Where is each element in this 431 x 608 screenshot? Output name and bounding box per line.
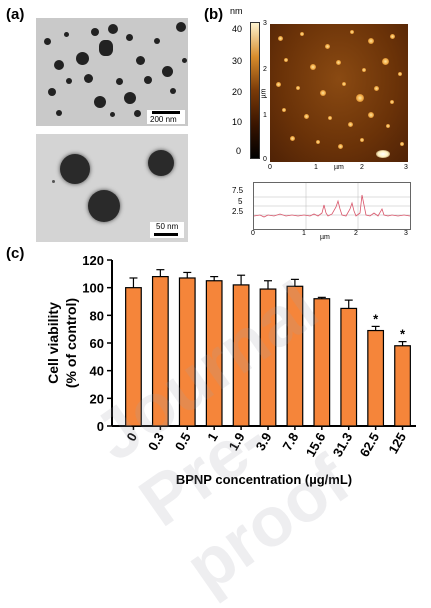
tem-image-high-mag: 50 nm: [36, 134, 188, 242]
y-tick-label: 60: [90, 336, 104, 351]
panel-c-label: (c): [6, 245, 25, 262]
afm-y-unit: µm: [260, 88, 268, 99]
bar: [394, 345, 411, 427]
y-tick-label: 40: [90, 364, 104, 379]
profile-plot: [254, 183, 410, 229]
tem-bottom-scale-label: 50 nm: [156, 222, 179, 231]
profile-x-tick: 1: [302, 230, 306, 237]
significance-marker: *: [373, 311, 379, 326]
colorbar-tick: 20: [232, 87, 243, 97]
afm-x-tick: 2: [360, 164, 364, 171]
bar: [259, 288, 277, 427]
afm-height-image: [270, 24, 408, 162]
afm-x-tick: 3: [404, 164, 408, 171]
afm-x-tick: 0: [268, 164, 272, 171]
bar: [151, 276, 169, 427]
bar: [205, 280, 223, 427]
y-tick-label: 120: [82, 253, 104, 268]
bar: [178, 277, 196, 427]
colorbar-unit: nm: [230, 6, 243, 16]
cell-viability-chart: 0 20 40 60 80 100 120 Cell viability (% of contr…: [45, 253, 416, 487]
bar: [125, 287, 142, 427]
significance-marker: *: [400, 327, 406, 342]
bar: [232, 284, 250, 427]
afm-x-tick: 1: [314, 164, 318, 171]
colorbar-tick: 40: [232, 24, 243, 34]
x-tick-label: 1.9: [226, 430, 248, 453]
colorbar-tick: 10: [232, 117, 243, 127]
x-tick-label: 125: [385, 430, 409, 456]
x-tick-label: 3.9: [253, 430, 275, 453]
profile-y-tick: 2.5: [232, 207, 244, 216]
x-tick-label: 62.5: [357, 430, 383, 459]
x-tick-label: 15.6: [303, 430, 329, 459]
y-tick-label: 20: [90, 391, 104, 406]
afm-y-tick: 1: [263, 112, 267, 119]
tem-top-scale-bar: [152, 111, 180, 114]
afm-y-tick: 0: [263, 156, 267, 163]
panel-a-label: (a): [6, 6, 25, 23]
bar: [313, 298, 331, 427]
profile-x-tick: 2: [354, 230, 358, 237]
colorbar-tick: 30: [232, 56, 243, 66]
x-tick-label: 7.8: [279, 430, 301, 453]
tem-top-scale-label: 200 nm: [150, 115, 177, 124]
x-tick-label: 0: [123, 430, 140, 444]
x-tick-label: 0.3: [145, 430, 167, 453]
profile-x-unit: µm: [320, 234, 330, 241]
profile-y-tick: 7.5: [232, 186, 244, 195]
profile-x-tick: 0: [251, 230, 255, 237]
x-tick-label: 1: [204, 430, 221, 444]
afm-colorbar: [250, 22, 260, 159]
y-axis-title-line1: Cell viability: [45, 302, 61, 384]
profile-y-tick: 5: [238, 197, 243, 206]
afm-y-tick: 3: [263, 20, 267, 27]
y-axis-title-line2: (% of control): [63, 298, 79, 388]
y-tick-label: 0: [97, 419, 104, 434]
colorbar-tick: 0: [236, 146, 242, 156]
x-tick-label: 0.5: [172, 430, 194, 453]
afm-y-tick: 2: [263, 66, 267, 73]
afm-height-profile: [253, 182, 411, 230]
afm-x-unit: µm: [334, 164, 344, 171]
bar: [286, 285, 304, 427]
x-tick-label: 31.3: [330, 430, 356, 459]
bar: [367, 329, 385, 427]
tem-bottom-scale-bar: [154, 233, 178, 236]
tem-image-low-mag: 200 nm: [36, 18, 188, 126]
x-axis-title: BPNP concentration (µg/mL): [176, 472, 352, 487]
panel-b-label: (b): [204, 6, 224, 23]
y-tick-label: 80: [90, 308, 104, 323]
y-tick-label: 100: [82, 281, 104, 296]
bar: [340, 307, 358, 427]
profile-x-tick: 3: [404, 230, 408, 237]
